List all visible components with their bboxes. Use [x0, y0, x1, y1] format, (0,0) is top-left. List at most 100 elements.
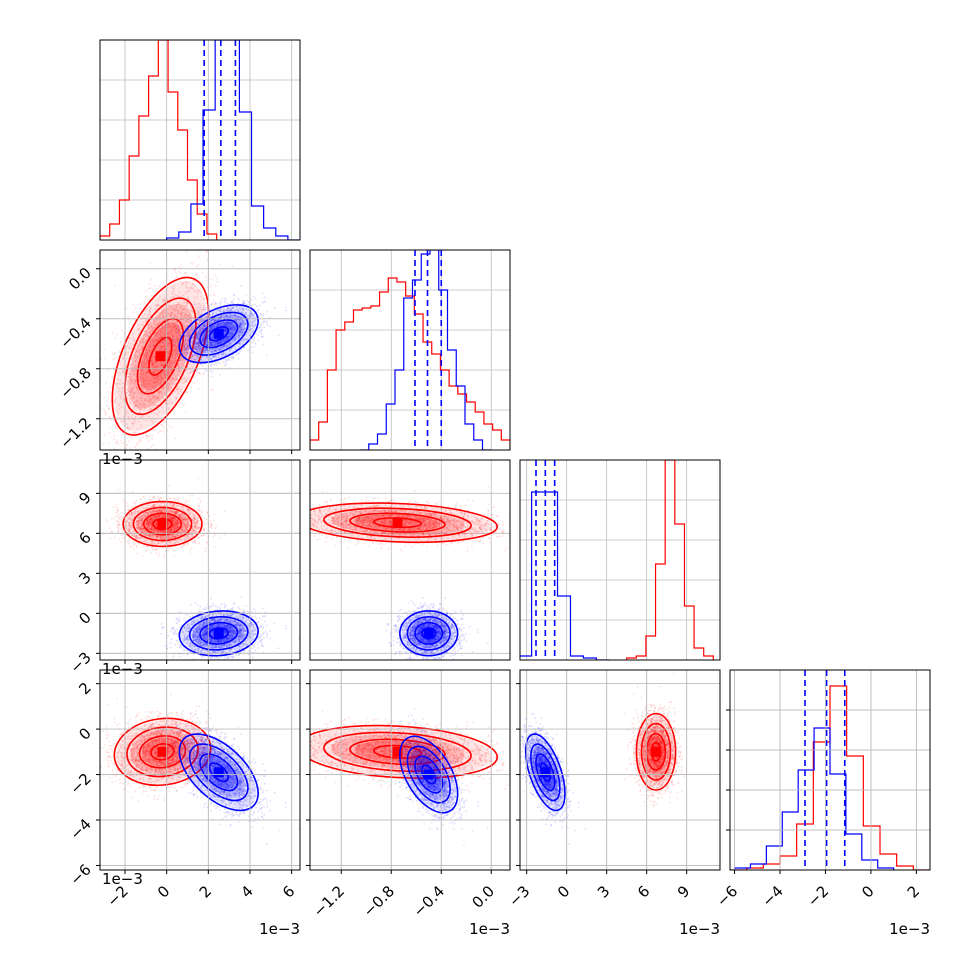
- sample-point: [126, 444, 128, 446]
- sample-point: [161, 424, 163, 426]
- sample-point: [205, 251, 207, 253]
- sample-point: [179, 271, 181, 273]
- sample-point: [259, 315, 261, 317]
- sample-point: [103, 409, 105, 411]
- sample-point: [264, 296, 266, 298]
- sample-point: [116, 428, 118, 430]
- sample-point: [154, 429, 156, 431]
- sample-point: [111, 376, 113, 378]
- sample-point: [150, 279, 152, 281]
- sample-point: [259, 305, 261, 307]
- sample-point: [155, 291, 157, 293]
- sample-point: [246, 300, 248, 302]
- sample-point: [110, 387, 112, 389]
- sample-point: [107, 369, 109, 371]
- sample-point: [209, 286, 211, 288]
- sample-point: [180, 402, 182, 404]
- sample-point: [145, 290, 147, 292]
- sample-point: [285, 307, 287, 309]
- sample-point: [251, 342, 253, 344]
- sample-point: [184, 272, 186, 274]
- sample-point: [114, 353, 116, 355]
- sample-point: [120, 341, 122, 343]
- sample-point: [210, 283, 212, 285]
- sample-point: [225, 363, 227, 365]
- sample-point: [192, 263, 194, 265]
- sample-point: [238, 299, 240, 301]
- sample-point: [210, 304, 212, 306]
- sample-point: [255, 333, 257, 335]
- sample-point: [212, 376, 214, 378]
- sample-point: [261, 329, 263, 331]
- sample-point: [150, 262, 152, 264]
- sample-point: [143, 301, 145, 303]
- sample-point: [131, 436, 133, 438]
- sample-point: [105, 414, 107, 416]
- sample-point: [149, 287, 151, 289]
- sample-point: [262, 322, 264, 324]
- sample-point: [148, 440, 150, 442]
- sample-point: [116, 333, 118, 335]
- sample-point: [259, 332, 261, 334]
- sample-point: [148, 436, 150, 438]
- sample-point: [161, 430, 163, 432]
- sample-point: [112, 332, 114, 334]
- sample-point: [251, 305, 253, 307]
- sample-point: [217, 281, 219, 283]
- sample-point: [122, 434, 124, 436]
- sample-point: [114, 409, 116, 411]
- sample-point: [204, 294, 206, 296]
- sample-point: [219, 363, 221, 365]
- sample-point: [206, 370, 208, 372]
- sample-point: [119, 351, 121, 353]
- sample-point: [266, 324, 268, 326]
- sample-point: [253, 338, 255, 340]
- sample-point: [186, 391, 188, 393]
- sample-point: [108, 408, 110, 410]
- sample-point: [267, 322, 269, 324]
- sample-point: [121, 442, 123, 444]
- sample-point: [216, 277, 218, 279]
- sample-point: [205, 277, 207, 279]
- sample-point: [109, 432, 111, 434]
- sample-point: [231, 359, 233, 361]
- sample-point: [147, 299, 149, 301]
- sample-point: [108, 398, 110, 400]
- sample-point: [210, 364, 212, 366]
- histogram-blue: [167, 40, 300, 240]
- sample-point: [210, 370, 212, 372]
- sample-point: [183, 404, 185, 406]
- sample-point: [146, 437, 148, 439]
- sample-point: [126, 308, 128, 310]
- sample-point: [198, 256, 200, 258]
- sample-point: [114, 435, 116, 437]
- sample-point: [191, 386, 193, 388]
- sample-point: [253, 296, 255, 298]
- sample-point: [158, 286, 160, 288]
- sample-point: [226, 303, 228, 305]
- sample-point: [215, 302, 217, 304]
- sample-point: [163, 425, 165, 427]
- sample-point: [174, 282, 176, 284]
- sample-point: [257, 309, 259, 311]
- sample-point: [154, 285, 156, 287]
- sample-point: [116, 357, 118, 359]
- sample-point: [157, 432, 159, 434]
- sample-point: [253, 346, 255, 348]
- sample-point: [110, 427, 112, 429]
- sample-point: [198, 264, 200, 266]
- sample-point: [274, 307, 276, 309]
- sample-point: [186, 251, 188, 253]
- sample-point: [171, 427, 173, 429]
- sample-point: [175, 271, 177, 273]
- sample-point: [266, 354, 268, 356]
- sample-point: [139, 308, 141, 310]
- sample-point: [261, 336, 263, 338]
- sample-point: [107, 391, 109, 393]
- sample-point: [262, 316, 264, 318]
- sample-point: [141, 439, 143, 441]
- sample-point: [202, 365, 204, 367]
- sample-point: [252, 351, 254, 353]
- sample-point: [257, 329, 259, 331]
- sample-point: [136, 444, 138, 446]
